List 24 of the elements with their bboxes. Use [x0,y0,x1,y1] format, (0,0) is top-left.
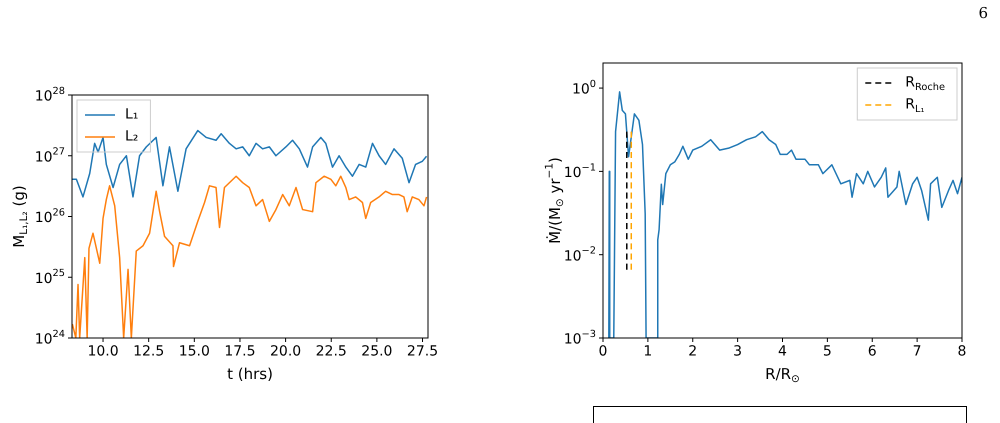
x-tick-label: 7 [912,344,922,360]
x-tick-label: 3 [733,344,742,360]
x-tick-label: 15.0 [178,344,210,360]
text: 6 [978,4,988,22]
x-tick-label: 20.0 [270,344,302,360]
x-tick-label: 4 [778,344,788,360]
x-tick-label: 17.5 [224,344,256,360]
x-tick-label: 6 [868,344,877,360]
x-tick-label: 2 [688,344,698,360]
x-tick-label: 27.5 [406,344,438,360]
y-axis-title: ML₁,L₂ (g) [10,185,30,248]
x-tick-label: 8 [958,344,966,360]
x-tick-label: 0 [598,344,608,360]
x-tick-label: 10.0 [87,344,119,360]
x-tick-label: 1 [643,344,652,360]
x-tick-label: 5 [822,344,832,360]
legend-label: L₁ [125,106,138,123]
y-axis-title: Ṁ/(M⊙ yr−1) [544,157,566,244]
x-tick-label: 12.5 [133,344,164,360]
x-axis-title: t (hrs) [227,364,273,383]
x-tick-label: 25.0 [361,344,392,360]
legend-label: L₂ [125,128,138,145]
x-axis-title: R/R⊙ [765,364,800,386]
x-tick-label: 22.5 [316,344,347,360]
